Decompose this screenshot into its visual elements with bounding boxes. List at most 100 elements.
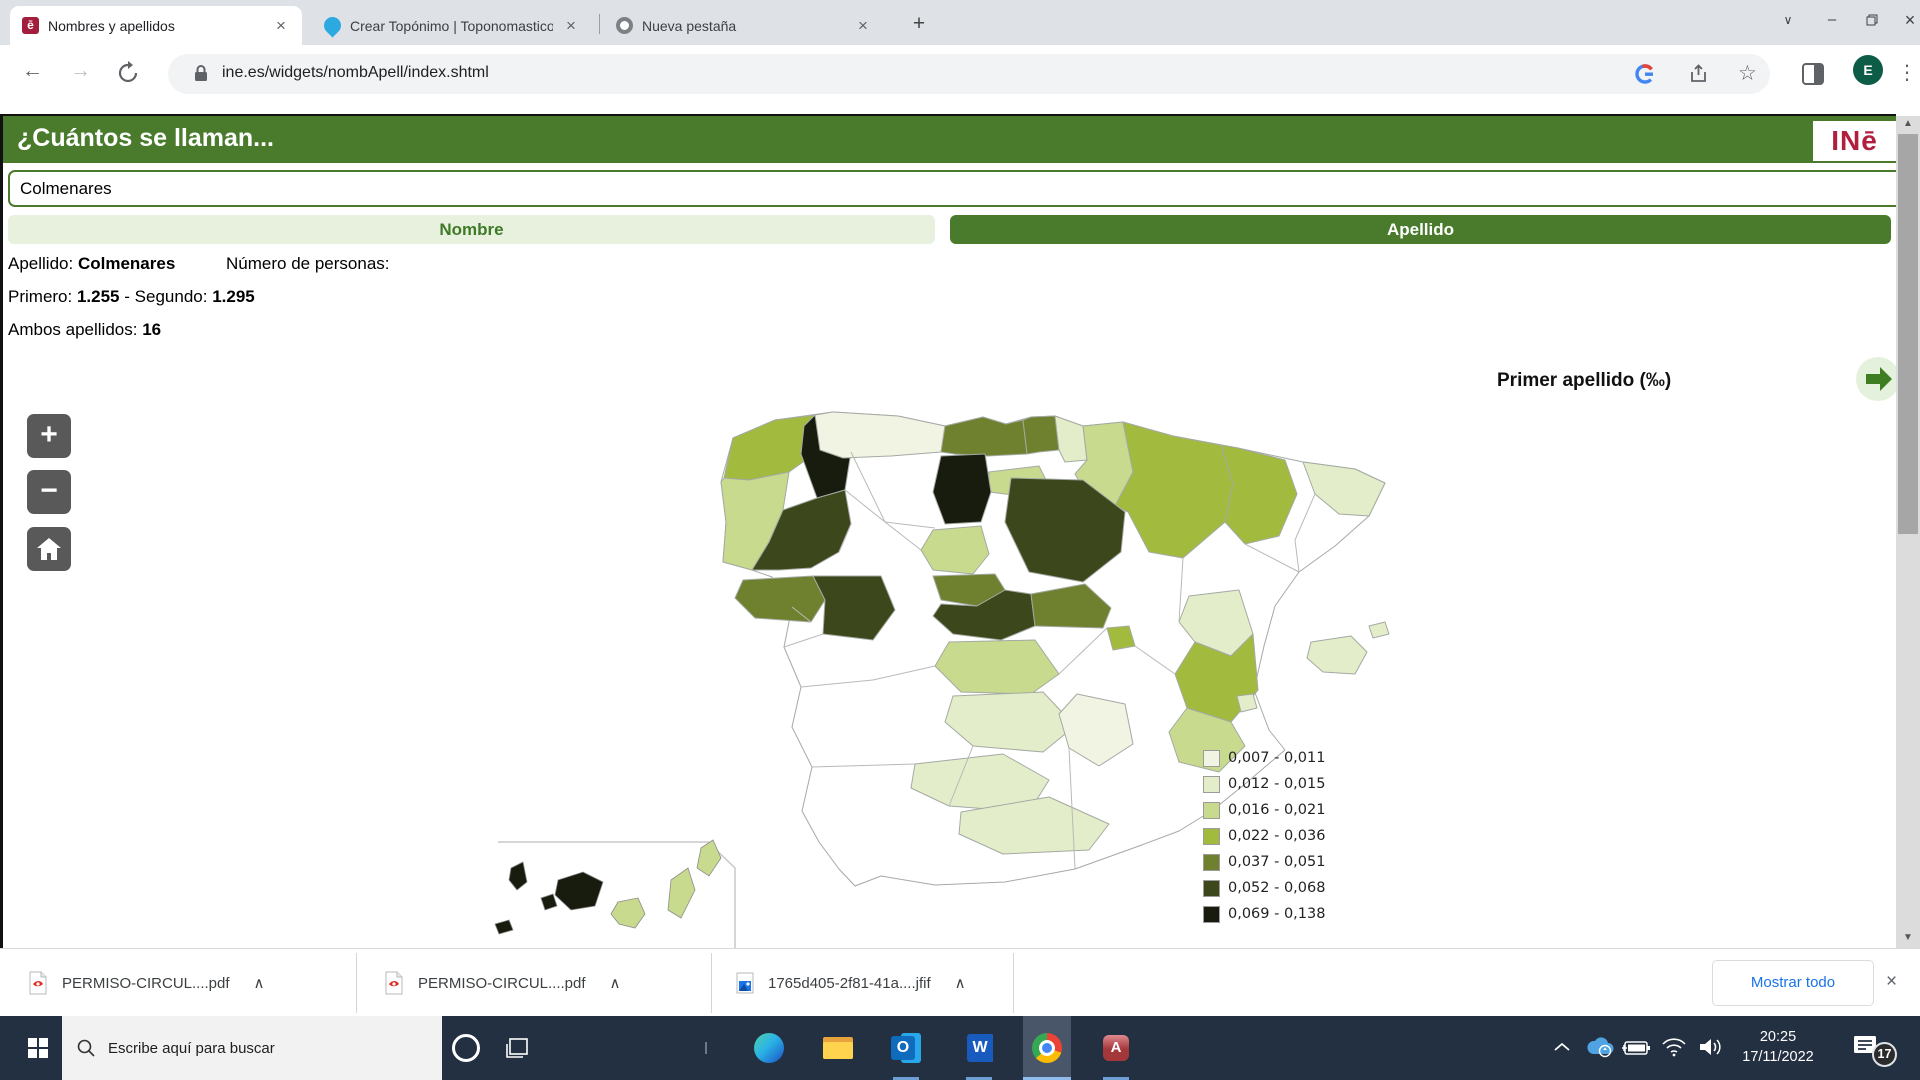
province [940,416,1028,457]
legend-range: 0,007 - 0,011 [1228,750,1326,766]
start-button[interactable] [14,1016,62,1080]
legend-swatch [1203,775,1220,793]
downloads-bar: PERMISO-CIRCUL....pdf ∧ PERMISO-CIRCUL..… [0,948,1920,1016]
cortana-icon[interactable] [452,1034,480,1062]
browser-tab-1[interactable]: ē Nombres y apellidos × [10,6,302,45]
map-legend: 0,007 - 0,011 0,012 - 0,015 0,016 - 0,02… [1203,745,1325,927]
map-home-button[interactable] [27,527,71,571]
share-icon[interactable] [1688,62,1712,91]
minus-icon: − [40,474,58,507]
reload-icon[interactable] [116,61,140,90]
url-text[interactable]: ine.es/widgets/nombApell/index.shtml [222,64,489,81]
browser-menu-icon[interactable]: ⋮ [1897,62,1917,84]
task-view-icon[interactable] [504,1036,530,1067]
taskbar-explorer-button[interactable] [814,1016,862,1080]
browser-tab-3[interactable]: Nueva pestaña × [604,6,884,45]
map-zoom-out-button[interactable]: − [27,470,71,514]
onedrive-icon[interactable] [1585,1036,1615,1063]
file-explorer-icon [823,1033,853,1063]
tab-close-icon[interactable]: × [276,15,286,35]
running-indicator [1103,1077,1129,1080]
legend-swatch [1203,801,1220,819]
ine-widget: ¿Cuántos se llaman... INē Nombre Apellid… [0,114,1908,950]
side-panel-icon[interactable] [1800,61,1826,92]
download-filename: 1765d405-2f81-41a....jfif [768,974,931,992]
download-chevron-icon[interactable]: ∧ [253,975,265,992]
download-chevron-icon[interactable]: ∧ [609,975,621,992]
address-bar[interactable]: ☆ [168,54,1770,94]
stat-separator: - [124,287,130,306]
notification-badge: 17 [1872,1042,1897,1067]
volume-icon[interactable] [1697,1036,1723,1063]
pdf-file-icon [29,971,47,995]
tab-apellido[interactable]: Apellido [950,215,1891,244]
forward-icon[interactable]: → [70,59,91,82]
province [1022,415,1060,455]
window-minimize-button[interactable]: – [1827,11,1837,28]
download-chevron-icon[interactable]: ∧ [954,975,966,992]
lock-icon [192,64,210,89]
back-icon[interactable]: ← [22,59,43,82]
scrollbar-thumb[interactable] [1898,134,1918,534]
map-zoom-in-button[interactable]: + [27,414,71,458]
province-borders [783,451,1316,870]
image-file-icon [736,972,754,994]
taskbar-edge-button[interactable] [745,1016,793,1080]
battery-icon[interactable] [1621,1039,1651,1062]
tab-nombre[interactable]: Nombre [8,215,935,244]
tray-chevron-icon[interactable] [1553,1040,1571,1058]
tab-close-icon[interactable]: × [566,15,576,35]
stat-line-ambos: Ambos apellidos: 16 [8,320,161,340]
province-regions [720,411,1390,855]
tab-title: Nombres y apellidos [48,17,175,34]
island [494,919,514,935]
download-item[interactable]: PERMISO-CIRCUL....pdf ∧ [28,949,265,1017]
downloads-bar-close-icon[interactable]: × [1886,971,1898,992]
window-restore-button[interactable] [1852,0,1892,40]
profile-avatar[interactable]: E [1853,55,1883,85]
chrome-grey-icon [616,17,633,34]
divider [1013,953,1014,1013]
taskbar-word-button[interactable]: W [955,1016,1003,1080]
tab-search-chevron-icon[interactable]: ∨ [1783,13,1793,27]
download-item[interactable]: PERMISO-CIRCUL....pdf ∧ [384,949,621,1017]
province [1168,707,1246,773]
google-g-icon[interactable] [1633,62,1657,91]
bookmark-star-icon[interactable]: ☆ [1738,62,1757,85]
legend-range: 0,037 - 0,051 [1228,854,1326,870]
spain-choropleth-map[interactable] [483,390,1423,950]
action-center-icon[interactable]: 17 [1852,1032,1897,1067]
legend-swatch [1203,879,1220,897]
taskbar-clock[interactable]: 20:25 17/11/2022 [1728,1027,1828,1067]
edge-icon [754,1033,784,1063]
tab-close-icon[interactable]: × [858,15,868,35]
taskbar-access-button[interactable]: A [1092,1016,1140,1080]
stat-value: 1.295 [212,287,255,306]
surname-search-input[interactable] [8,170,1908,207]
taskbar-outlook-button[interactable]: O [882,1016,930,1080]
province [1030,583,1112,629]
stat-label: Ambos apellidos: [8,320,138,339]
next-map-button[interactable] [1856,357,1900,401]
drupal-drop-icon [320,13,345,38]
taskbar-chrome-button[interactable] [1023,1016,1071,1080]
browser-tab-2[interactable]: Crear Topónimo | Toponomastico × [312,6,592,45]
system-tray: 20:25 17/11/2022 17 [1540,1016,1920,1080]
clock-date: 17/11/2022 [1742,1049,1814,1065]
stat-label: Número de personas: [226,254,390,273]
scrollbar-up-icon[interactable]: ▲ [1903,118,1913,129]
scrollbar-down-icon[interactable]: ▼ [1903,932,1913,943]
taskbar-search-box[interactable]: Escribe aquí para buscar [62,1016,442,1080]
browser-toolbar: ← → ☆ ine.es/widgets/nombApell/index.sht… [0,45,1920,104]
download-item[interactable]: 1765d405-2f81-41a....jfif ∧ [736,949,966,1017]
wifi-icon[interactable] [1661,1036,1687,1063]
page-scrollbar[interactable]: ▲ ▼ [1896,116,1920,948]
province [958,796,1110,855]
divider [356,953,357,1013]
stat-value: Colmenares [77,254,176,273]
province [920,525,990,575]
new-tab-button[interactable]: + [912,12,926,35]
window-close-button[interactable]: × [1904,10,1916,30]
show-all-downloads-button[interactable]: Mostrar todo [1712,960,1874,1006]
province [1368,621,1390,639]
